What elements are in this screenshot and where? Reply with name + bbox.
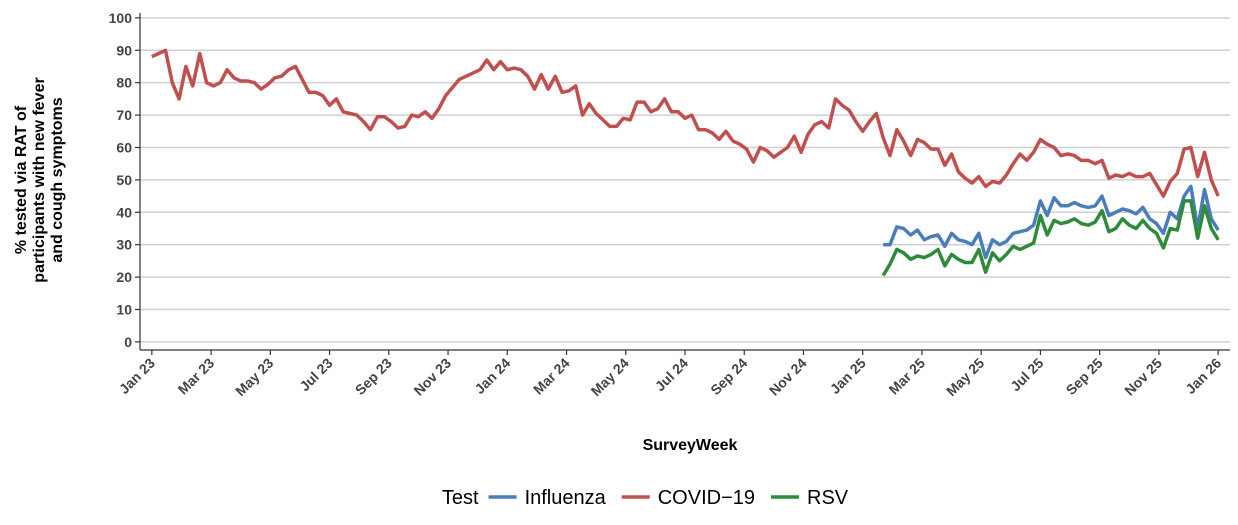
- x-tick-label: May 25: [943, 355, 987, 399]
- legend-label: COVID−19: [658, 487, 755, 509]
- y-tick-label: 60: [116, 139, 132, 155]
- x-tick-label: Sep 24: [707, 355, 750, 398]
- series-line: [151, 48, 1220, 198]
- x-tick-label: Jan 26: [1182, 355, 1224, 397]
- x-tick-label: Mar 24: [530, 355, 573, 398]
- y-axis-title: % tested via RAT of participants with ne…: [13, 77, 66, 282]
- legend-label: RSV: [807, 487, 849, 509]
- x-tick-label: Jan 25: [827, 355, 869, 397]
- x-tick-label: Jul 25: [1007, 355, 1047, 395]
- x-tick-label: Mar 23: [175, 355, 218, 398]
- y-axis-title-line: and cough symptoms: [49, 97, 66, 262]
- x-tick-label: Mar 25: [885, 355, 928, 398]
- y-tick-label: 10: [116, 301, 132, 317]
- y-tick-label: 70: [116, 107, 132, 123]
- x-tick-label: Jul 24: [652, 355, 692, 395]
- y-axis-title-line: participants with new fever: [31, 77, 48, 282]
- x-tick-label: Nov 23: [410, 355, 454, 399]
- legend-title: Test: [442, 487, 479, 509]
- y-tick-label: 100: [109, 10, 133, 26]
- series-line: [883, 184, 1220, 260]
- x-tick-label: Nov 25: [1121, 355, 1165, 399]
- y-tick-label: 30: [116, 237, 132, 253]
- x-tick-label: Jan 23: [116, 355, 158, 397]
- x-tick-label: Sep 25: [1063, 355, 1106, 398]
- x-tick-label: Jan 24: [471, 355, 513, 397]
- y-tick-label: 90: [116, 42, 132, 58]
- x-tick-label: Jul 23: [296, 355, 336, 395]
- y-tick-label: 40: [116, 204, 132, 220]
- y-tick-label: 20: [116, 269, 132, 285]
- x-tick-label: Nov 24: [766, 355, 810, 399]
- legend-label: Influenza: [525, 487, 607, 509]
- series-line: [881, 199, 1220, 277]
- y-axis-title-line: % tested via RAT of: [13, 105, 30, 254]
- y-tick-label: 0: [124, 334, 132, 350]
- legend: Test Influenza COVID−19 RSV: [442, 487, 849, 509]
- x-tick-label: May 23: [232, 355, 276, 399]
- x-tick-label: Sep 23: [352, 355, 395, 398]
- y-tick-label: 80: [116, 75, 132, 91]
- x-tick-label: May 24: [588, 355, 632, 399]
- y-tick-label: 50: [116, 172, 132, 188]
- x-axis-title: SurveyWeek: [643, 437, 738, 454]
